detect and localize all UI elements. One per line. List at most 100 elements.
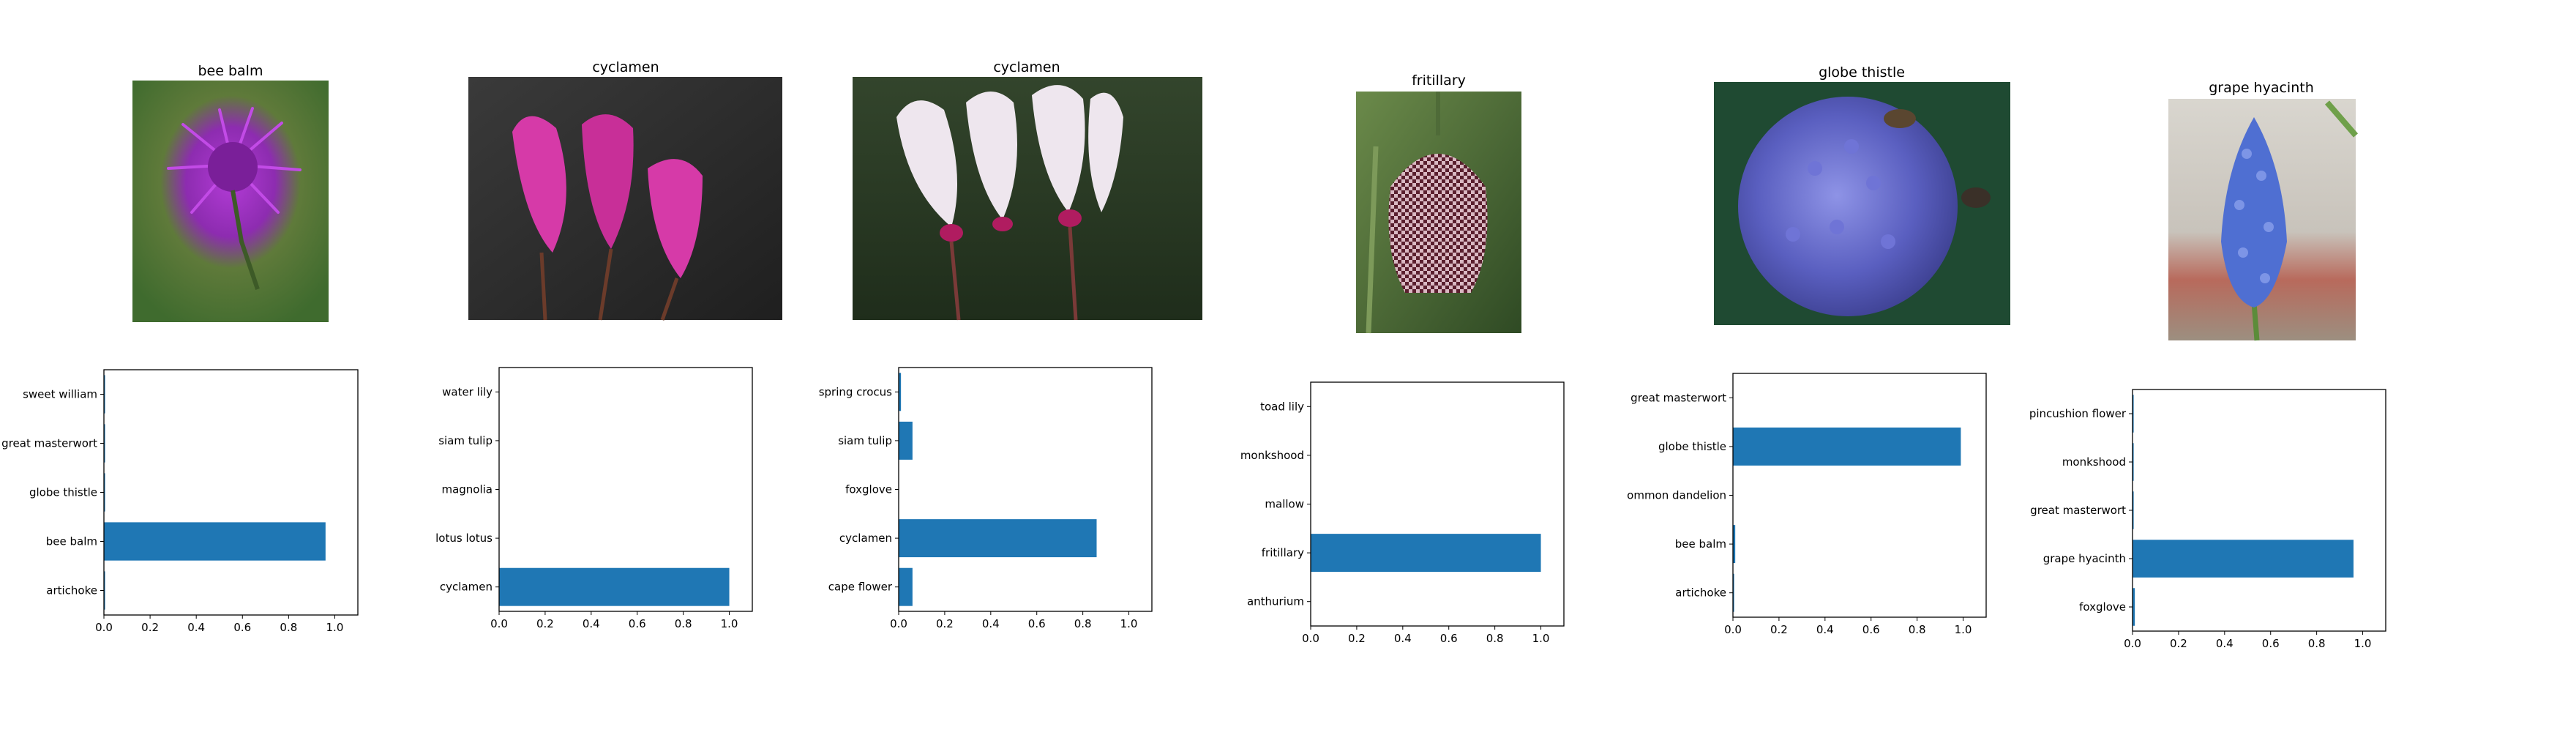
bar-chart-6: foxglove grape hyacinth great masterwort mo… bbox=[2029, 389, 2386, 650]
y-tick-label: spring crocus bbox=[819, 385, 892, 398]
bar bbox=[499, 567, 730, 606]
x-tick-label: 0.4 bbox=[982, 617, 1000, 630]
image-title: cyclamen bbox=[993, 59, 1060, 75]
bar bbox=[104, 473, 105, 512]
image-title: globe thistle bbox=[1819, 64, 1905, 81]
x-tick-label: 0.4 bbox=[1394, 632, 1412, 645]
bar bbox=[1733, 525, 1736, 564]
flower-image bbox=[2168, 99, 2359, 341]
x-tick-label: 0.2 bbox=[536, 617, 554, 630]
x-tick-label: 1.0 bbox=[1955, 623, 1972, 636]
y-tick-label: lotus lotus bbox=[435, 532, 493, 545]
y-tick-label: great masterwort bbox=[1, 437, 97, 450]
axes-frame bbox=[2132, 389, 2386, 632]
bar bbox=[1733, 573, 1734, 612]
x-tick-label: 0.4 bbox=[2216, 637, 2234, 650]
axes-frame bbox=[898, 367, 1153, 612]
bar-chart-5: artichoke bee balm ommon dandelion globe th… bbox=[1627, 373, 1987, 636]
panel-2: cyclamen bbox=[468, 59, 782, 321]
bar-charts: artichoke bee balm globe thistle great mast… bbox=[1, 367, 2386, 650]
x-tick-label: 0.8 bbox=[280, 621, 297, 634]
axes-frame bbox=[103, 369, 359, 616]
panel-5: globe thistle bbox=[1714, 64, 2010, 325]
x-tick-label: 0.0 bbox=[1724, 623, 1742, 636]
panel-1: bee balm bbox=[132, 63, 329, 322]
bar bbox=[2133, 588, 2135, 626]
x-tick-label: 0.6 bbox=[2262, 637, 2280, 650]
y-tick-label: anthurium bbox=[1247, 595, 1304, 608]
x-tick-label: 0.8 bbox=[1909, 623, 1926, 636]
axes-frame bbox=[1732, 373, 1987, 618]
panel-3: cyclamen bbox=[853, 59, 1202, 321]
y-tick-label: water lily bbox=[442, 385, 493, 398]
y-tick-label: fritillary bbox=[1262, 546, 1304, 559]
x-tick-label: 0.8 bbox=[1486, 632, 1504, 645]
bar-chart-4: anthurium fritillary mallow monkshood toad l… bbox=[1240, 381, 1565, 645]
bar bbox=[104, 375, 105, 414]
bar-chart-2: cyclamen lotus lotus magnolia siam tulip wat… bbox=[435, 367, 753, 630]
y-tick-label: globe thistle bbox=[1658, 440, 1726, 453]
y-tick-label: artichoke bbox=[1675, 586, 1726, 600]
x-tick-label: 0.4 bbox=[187, 621, 205, 634]
y-tick-label: cape flower bbox=[828, 581, 893, 594]
image-title: grape hyacinth bbox=[2209, 80, 2314, 96]
y-tick-label: monkshood bbox=[1240, 449, 1304, 462]
bar bbox=[104, 522, 326, 561]
bar bbox=[899, 519, 1097, 558]
x-tick-label: 0.6 bbox=[629, 617, 646, 630]
bar bbox=[104, 424, 105, 463]
x-tick-label: 0.4 bbox=[1816, 623, 1834, 636]
x-tick-label: 1.0 bbox=[1120, 617, 1138, 630]
y-tick-label: monkshood bbox=[2062, 455, 2126, 469]
bar bbox=[899, 421, 913, 460]
y-tick-label: cyclamen bbox=[839, 532, 892, 545]
x-tick-label: 0.6 bbox=[1862, 623, 1880, 636]
axes-frame bbox=[1310, 381, 1565, 627]
bar bbox=[899, 567, 913, 606]
bar bbox=[2133, 540, 2354, 578]
x-tick-label: 0.2 bbox=[1770, 623, 1788, 636]
bar bbox=[2133, 491, 2134, 529]
x-tick-label: 0.2 bbox=[1348, 632, 1366, 645]
bar bbox=[1733, 427, 1961, 466]
x-tick-label: 1.0 bbox=[1532, 632, 1550, 645]
x-tick-label: 1.0 bbox=[721, 617, 738, 630]
y-tick-label: bee balm bbox=[1675, 537, 1726, 551]
y-tick-label: grape hyacinth bbox=[2043, 552, 2126, 565]
y-tick-label: magnolia bbox=[441, 483, 493, 496]
flower-image bbox=[468, 77, 782, 321]
x-tick-label: 0.2 bbox=[141, 621, 159, 634]
bar bbox=[2133, 443, 2134, 481]
bar bbox=[2133, 395, 2134, 433]
flower-image bbox=[1714, 82, 2010, 325]
panel-6: grape hyacinth bbox=[2168, 80, 2359, 341]
image-title: cyclamen bbox=[592, 59, 659, 75]
y-tick-label: great masterwort bbox=[2030, 504, 2126, 517]
x-tick-label: 0.0 bbox=[490, 617, 508, 630]
flower-image bbox=[132, 81, 329, 322]
y-tick-label: bee balm bbox=[46, 535, 97, 548]
x-tick-label: 0.8 bbox=[2308, 637, 2326, 650]
y-tick-label: cyclamen bbox=[440, 581, 493, 594]
y-tick-label: sweet william bbox=[23, 388, 97, 401]
bar bbox=[104, 571, 105, 610]
bar-chart-1: artichoke bee balm globe thistle great mast… bbox=[1, 369, 359, 634]
x-tick-label: 0.0 bbox=[1302, 632, 1319, 645]
y-tick-label: foxglove bbox=[845, 483, 892, 496]
x-tick-label: 0.4 bbox=[583, 617, 600, 630]
y-tick-label: siam tulip bbox=[438, 434, 493, 447]
panel-4: fritillary bbox=[1356, 72, 1521, 334]
x-tick-label: 0.6 bbox=[233, 621, 251, 634]
x-tick-label: 0.2 bbox=[936, 617, 954, 630]
y-tick-label: artichoke bbox=[46, 584, 97, 597]
y-tick-label: pincushion flower bbox=[2029, 407, 2127, 420]
x-tick-label: 0.0 bbox=[2124, 637, 2141, 650]
x-tick-label: 0.6 bbox=[1028, 617, 1046, 630]
y-tick-label: ommon dandelion bbox=[1627, 489, 1726, 502]
y-tick-label: globe thistle bbox=[29, 486, 97, 499]
x-tick-label: 0.2 bbox=[2170, 637, 2187, 650]
x-tick-label: 1.0 bbox=[2354, 637, 2372, 650]
x-tick-label: 0.0 bbox=[95, 621, 113, 634]
bar-chart-3: cape flower cyclamen foxglove siam tulip spr… bbox=[819, 367, 1153, 630]
